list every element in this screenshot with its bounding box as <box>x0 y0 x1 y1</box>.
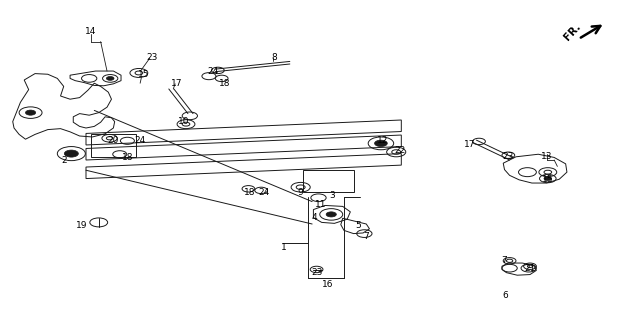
Text: 14: 14 <box>85 28 97 36</box>
Text: 18: 18 <box>218 79 230 88</box>
Text: 15: 15 <box>138 70 149 79</box>
Circle shape <box>106 76 114 80</box>
Text: 24: 24 <box>208 68 219 76</box>
Text: 17: 17 <box>464 140 476 149</box>
Text: 1: 1 <box>280 243 287 252</box>
Text: 12: 12 <box>376 136 388 145</box>
Text: 2: 2 <box>61 156 66 165</box>
Text: 9: 9 <box>297 188 304 197</box>
Text: 17: 17 <box>171 79 183 88</box>
Text: 10: 10 <box>178 117 189 126</box>
Text: 18: 18 <box>244 188 255 197</box>
Text: 11: 11 <box>315 200 326 209</box>
Text: 8: 8 <box>271 53 277 62</box>
Text: 5: 5 <box>355 221 361 230</box>
Text: 16: 16 <box>322 280 334 289</box>
Text: 18: 18 <box>122 153 133 162</box>
Text: 23: 23 <box>146 53 157 62</box>
Text: 24: 24 <box>134 136 146 145</box>
Text: 20: 20 <box>108 136 119 145</box>
Text: 3: 3 <box>329 191 336 200</box>
Text: 15: 15 <box>542 175 554 184</box>
Text: 24: 24 <box>259 188 270 197</box>
Text: 6: 6 <box>502 291 508 300</box>
Text: 7: 7 <box>363 232 369 241</box>
Text: 19: 19 <box>76 221 87 230</box>
Text: 23: 23 <box>502 152 513 161</box>
Circle shape <box>375 140 387 147</box>
Text: 22: 22 <box>394 146 406 155</box>
Text: 13: 13 <box>541 152 552 161</box>
Text: 23: 23 <box>311 268 322 277</box>
Circle shape <box>64 150 78 157</box>
Text: FR.: FR. <box>562 21 582 43</box>
Text: 21: 21 <box>524 264 536 273</box>
Circle shape <box>544 177 552 180</box>
Text: 7: 7 <box>501 256 508 265</box>
Circle shape <box>25 110 36 115</box>
Circle shape <box>326 212 336 217</box>
Text: 4: 4 <box>312 213 317 222</box>
